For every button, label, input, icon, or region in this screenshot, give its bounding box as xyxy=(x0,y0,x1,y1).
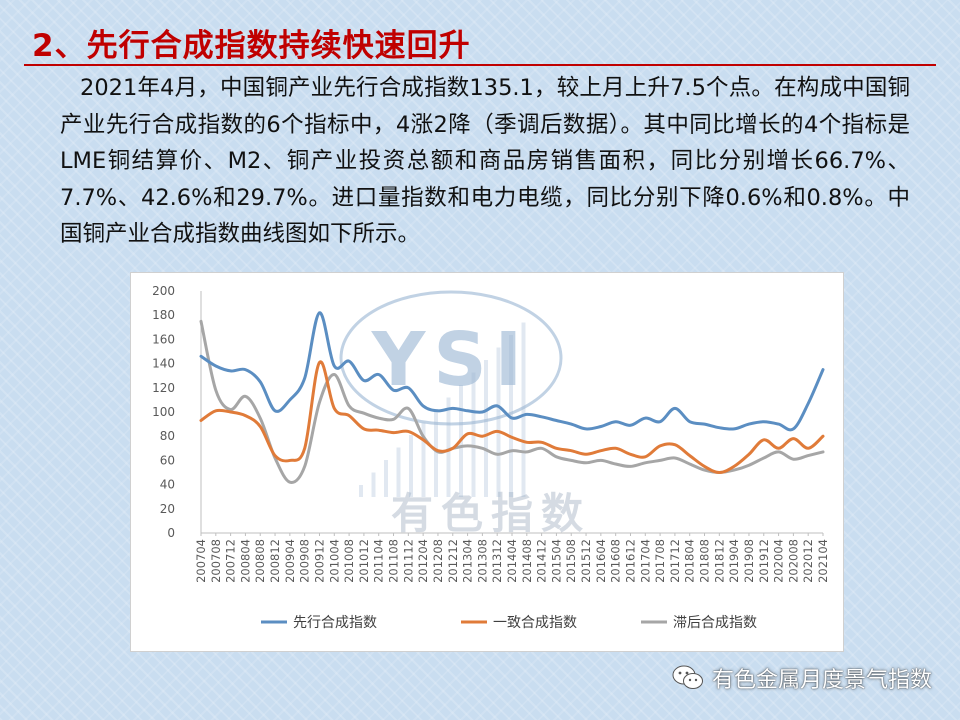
x-tick-label: 201412 xyxy=(535,539,549,583)
x-tick-label: 201204 xyxy=(416,539,430,583)
footer-badge: 有色金属月度景气指数 xyxy=(672,662,932,694)
x-tick-label: 202008 xyxy=(786,539,800,583)
x-tick-label: 201208 xyxy=(431,539,445,583)
x-tick-label: 201812 xyxy=(712,539,726,583)
x-tick-label: 201312 xyxy=(490,539,504,583)
x-tick-label: 201108 xyxy=(387,539,401,583)
x-tick-label: 200812 xyxy=(268,539,282,583)
watermark-bar xyxy=(434,410,438,497)
x-tick-label: 201808 xyxy=(698,539,712,583)
x-tick-label: 201008 xyxy=(342,539,356,583)
page-title: 2、先行合成指数持续快速回升 xyxy=(32,28,471,64)
x-tick-label: 200712 xyxy=(224,539,238,583)
y-tick-label: 20 xyxy=(160,502,175,516)
y-tick-label: 160 xyxy=(152,332,175,346)
x-tick-label: 201604 xyxy=(594,539,608,583)
watermark-bar xyxy=(484,360,488,497)
legend-label: 一致合成指数 xyxy=(493,615,577,631)
x-tick-label: 200912 xyxy=(312,539,326,583)
watermark-bar xyxy=(446,397,451,497)
watermark-logo-letters: YSI xyxy=(371,317,530,403)
y-tick-label: 140 xyxy=(152,357,175,371)
x-tick-label: 201912 xyxy=(757,539,771,583)
legend-leading: 先行合成指数 xyxy=(261,615,377,631)
x-tick-label: 201608 xyxy=(609,539,623,583)
series-leading-line xyxy=(199,311,825,432)
y-tick-label: 100 xyxy=(152,405,175,419)
x-tick-label: 201512 xyxy=(579,539,593,583)
heading-bar: 2、先行合成指数持续快速回升 xyxy=(0,14,960,66)
x-tick-label: 200908 xyxy=(298,539,312,583)
watermark-globe xyxy=(339,290,563,426)
x-tick-label: 201004 xyxy=(327,539,341,583)
legend-label: 先行合成指数 xyxy=(293,615,377,631)
legend-lagging: 滞后合成指数 xyxy=(641,615,757,631)
legend-coincident: 一致合成指数 xyxy=(461,615,577,631)
x-tick-label: 201712 xyxy=(668,539,682,583)
x-tick-label: 201508 xyxy=(564,539,578,583)
x-tick-label: 201708 xyxy=(653,539,667,583)
x-tick-label: 202104 xyxy=(816,539,830,583)
x-tick-label: 201112 xyxy=(401,539,415,583)
watermark-bar xyxy=(421,422,426,497)
y-tick-label: 80 xyxy=(160,429,175,443)
watermark-bar xyxy=(409,435,413,497)
y-tick-label: 40 xyxy=(160,478,175,492)
y-tick-label: 0 xyxy=(167,526,175,540)
watermark-bar xyxy=(396,447,401,497)
y-tick-label: 60 xyxy=(160,453,175,467)
x-tick-label: 200708 xyxy=(209,539,223,583)
y-tick-label: 180 xyxy=(152,308,175,322)
watermark-bar xyxy=(371,472,376,497)
x-tick-label: 200904 xyxy=(283,539,297,583)
watermark-bar xyxy=(384,460,388,497)
footer-text: 有色金属月度景气指数 xyxy=(711,668,932,693)
title-underline xyxy=(24,64,936,66)
x-tick-label: 201408 xyxy=(520,539,534,583)
x-tick-label: 201104 xyxy=(372,539,386,583)
x-tick-label: 201804 xyxy=(683,539,697,583)
x-tick-label: 202004 xyxy=(772,539,786,583)
legend-label: 滞后合成指数 xyxy=(673,615,757,631)
x-tick-label: 200804 xyxy=(238,539,252,583)
line-chart: YSI 有色指数 0 20 40 60 80 100 120 140 160 180 200 2007… xyxy=(152,284,830,631)
x-tick-label: 201012 xyxy=(357,539,371,583)
wechat-icon xyxy=(672,665,703,689)
x-tick-label: 201212 xyxy=(446,539,460,583)
summary-paragraph: 2021年4月，中国铜产业先行合成指数135.1，较上月上升7.5个点。在构成中… xyxy=(60,75,910,247)
watermark-bar xyxy=(359,485,363,497)
chart-panel: YSI 有色指数 0 20 40 60 80 100 120 140 160 180 200 2007… xyxy=(130,272,844,652)
x-tick-label: 200808 xyxy=(253,539,267,583)
x-tick-label: 201904 xyxy=(727,539,741,583)
series-coincident-line xyxy=(199,360,825,474)
x-tick-label: 201612 xyxy=(623,539,637,583)
x-tick-label: 202012 xyxy=(801,539,815,583)
watermark-text: 有色指数 xyxy=(391,489,591,538)
watermark: YSI 有色指数 xyxy=(339,290,591,538)
x-tick-label: 201504 xyxy=(549,539,563,583)
x-tick-label: 201304 xyxy=(461,539,475,583)
y-tick-label: 120 xyxy=(152,381,175,395)
y-tick-label: 200 xyxy=(152,284,175,298)
x-tick-label: 201908 xyxy=(742,539,756,583)
watermark-bar xyxy=(521,322,526,497)
x-tick-label: 201404 xyxy=(505,539,519,583)
x-tick-label: 200704 xyxy=(194,539,208,583)
x-tick-label: 201308 xyxy=(475,539,489,583)
watermark-bar xyxy=(496,347,501,497)
x-tick-label: 201704 xyxy=(638,539,652,583)
